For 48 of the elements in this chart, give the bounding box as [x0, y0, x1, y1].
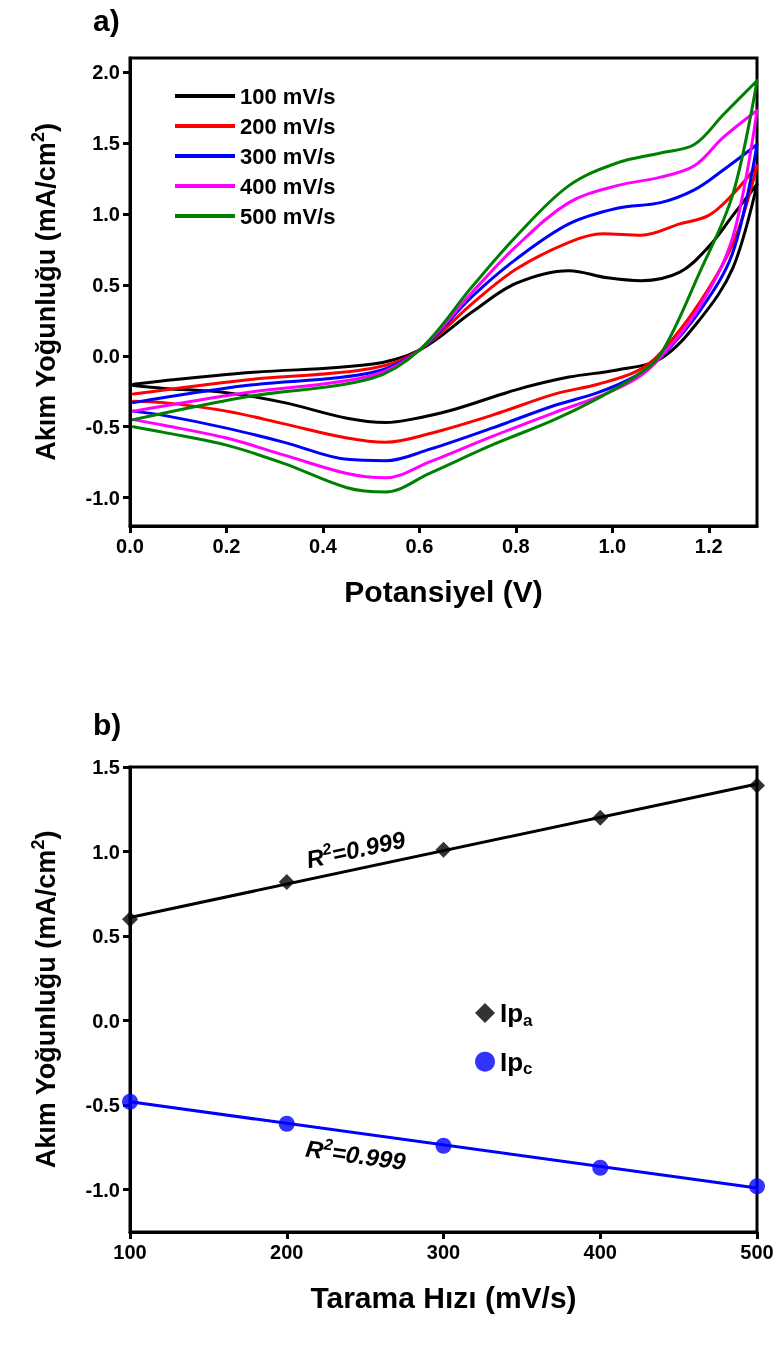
x-tick-label: 0.6: [405, 535, 434, 557]
x-tick-label: 1.0: [598, 535, 627, 557]
annotation: R2=0.999: [303, 825, 409, 874]
chart-title: a): [93, 3, 120, 37]
y-tick-label: 0.5: [92, 925, 120, 948]
x-tick-label: 200: [270, 1241, 304, 1263]
y-tick-label: 1.0: [92, 840, 120, 863]
legend-label: 100 mV/s: [240, 83, 336, 109]
y-axis-title: Akım Yoğunluğu (mA/cm2): [28, 830, 61, 1169]
point: [435, 1137, 452, 1154]
point: [122, 911, 138, 928]
y-tick-label: 1.5: [92, 756, 120, 778]
x-tick-label: 300: [426, 1241, 461, 1263]
point: [278, 1115, 295, 1132]
y-tick-label: 2.0: [92, 61, 120, 84]
annotation: R2=0.999: [304, 1134, 408, 1176]
y-tick-label: 1.0: [92, 203, 120, 225]
point: [749, 777, 765, 794]
x-axis-title: Tarama Hızı (mV/s): [310, 1280, 577, 1314]
y-tick-label: -0.5: [85, 1094, 120, 1117]
y-axis-title: Akım Yoğunluğu (mA/cm2): [28, 122, 61, 461]
point: [122, 1093, 138, 1110]
x-tick-label: 0.2: [212, 535, 241, 557]
x-axis-title: Potansiyel (V): [344, 574, 543, 608]
point: [592, 1159, 609, 1176]
point: [278, 873, 295, 890]
x-tick-label: 100: [113, 1241, 147, 1263]
chart-title: b): [93, 707, 122, 741]
point: [749, 1178, 765, 1195]
x-tick-label: 0.4: [309, 535, 338, 557]
y-tick-label: 0.5: [92, 273, 120, 296]
point: [592, 809, 609, 826]
y-tick-label: 0.0: [92, 1009, 120, 1032]
y-tick-label: 1.5: [92, 132, 120, 155]
x-tick-label: 400: [583, 1241, 617, 1263]
legend-label: 200 mV/s: [240, 113, 336, 139]
y-tick-label: 0.0: [92, 344, 120, 367]
y-tick-label: -0.5: [85, 415, 120, 438]
y-tick-label: -1.0: [85, 1178, 120, 1201]
point: [435, 841, 452, 858]
legend-label: 300 mV/s: [240, 143, 336, 169]
x-tick-label: 1.2: [694, 535, 723, 557]
legend-label: 500 mV/s: [240, 203, 336, 229]
y-tick-label: -1.0: [85, 486, 120, 509]
x-tick-label: 0.8: [501, 535, 530, 557]
legend-label: 400 mV/s: [240, 173, 336, 199]
x-tick-label: 0.0: [116, 535, 144, 557]
x-tick-label: 500: [740, 1241, 774, 1263]
